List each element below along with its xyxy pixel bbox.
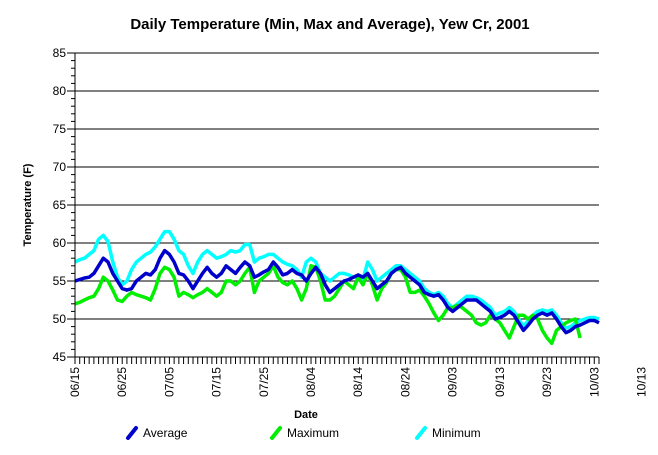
grid-lines xyxy=(75,52,599,320)
series-layer xyxy=(74,229,600,346)
y-tick-label: 55 xyxy=(53,274,67,288)
legend-label-maximum: Maximum xyxy=(287,426,339,440)
x-tick-labels: 06/15 06/25 07/05 07/15 07/25 08/04 08/14 08/24… xyxy=(68,367,648,397)
y-tick-label: 75 xyxy=(53,122,67,136)
y-tick-label: 70 xyxy=(53,160,67,174)
y-tick-label: 50 xyxy=(53,312,67,326)
x-tick-label: 07/15 xyxy=(210,367,224,397)
x-axis-title: Date xyxy=(294,409,318,421)
x-tick-label: 08/14 xyxy=(351,367,365,397)
x-tick-label: 09/23 xyxy=(540,367,554,397)
x-tick-label: 06/15 xyxy=(68,367,82,397)
x-tick-label: 09/03 xyxy=(446,367,460,397)
x-tick-label: 10/03 xyxy=(587,367,601,397)
x-tick-label: 09/13 xyxy=(493,367,507,397)
legend: Average Maximum Minimum xyxy=(126,426,481,440)
legend-swatch-average xyxy=(126,426,138,440)
series-line-minimum xyxy=(74,229,600,330)
y-tick-label: 45 xyxy=(53,350,67,364)
x-tick-label: 10/13 xyxy=(634,367,648,397)
y-tick-label: 60 xyxy=(53,236,67,250)
legend-swatch-maximum xyxy=(270,426,282,440)
axes xyxy=(67,52,600,364)
legend-label-minimum: Minimum xyxy=(432,426,481,440)
x-tick-label: 07/05 xyxy=(162,367,176,397)
y-tick-label: 80 xyxy=(53,84,67,98)
x-tick-label: 06/25 xyxy=(115,367,129,397)
y-axis-title: Temperature (F) xyxy=(22,163,34,246)
chart-title: Daily Temperature (Min, Max and Average)… xyxy=(130,16,529,33)
y-tick-label: 85 xyxy=(53,46,67,60)
x-tick-label: 08/24 xyxy=(398,367,412,397)
x-tick-label: 07/25 xyxy=(257,367,271,397)
legend-label-average: Average xyxy=(143,426,188,440)
y-tick-labels: 45 50 55 60 65 70 75 80 85 xyxy=(53,46,67,364)
series-line-average xyxy=(74,248,600,335)
legend-swatch-minimum xyxy=(415,426,427,440)
x-tick-label: 08/04 xyxy=(304,367,318,397)
y-tick-label: 65 xyxy=(53,198,67,212)
